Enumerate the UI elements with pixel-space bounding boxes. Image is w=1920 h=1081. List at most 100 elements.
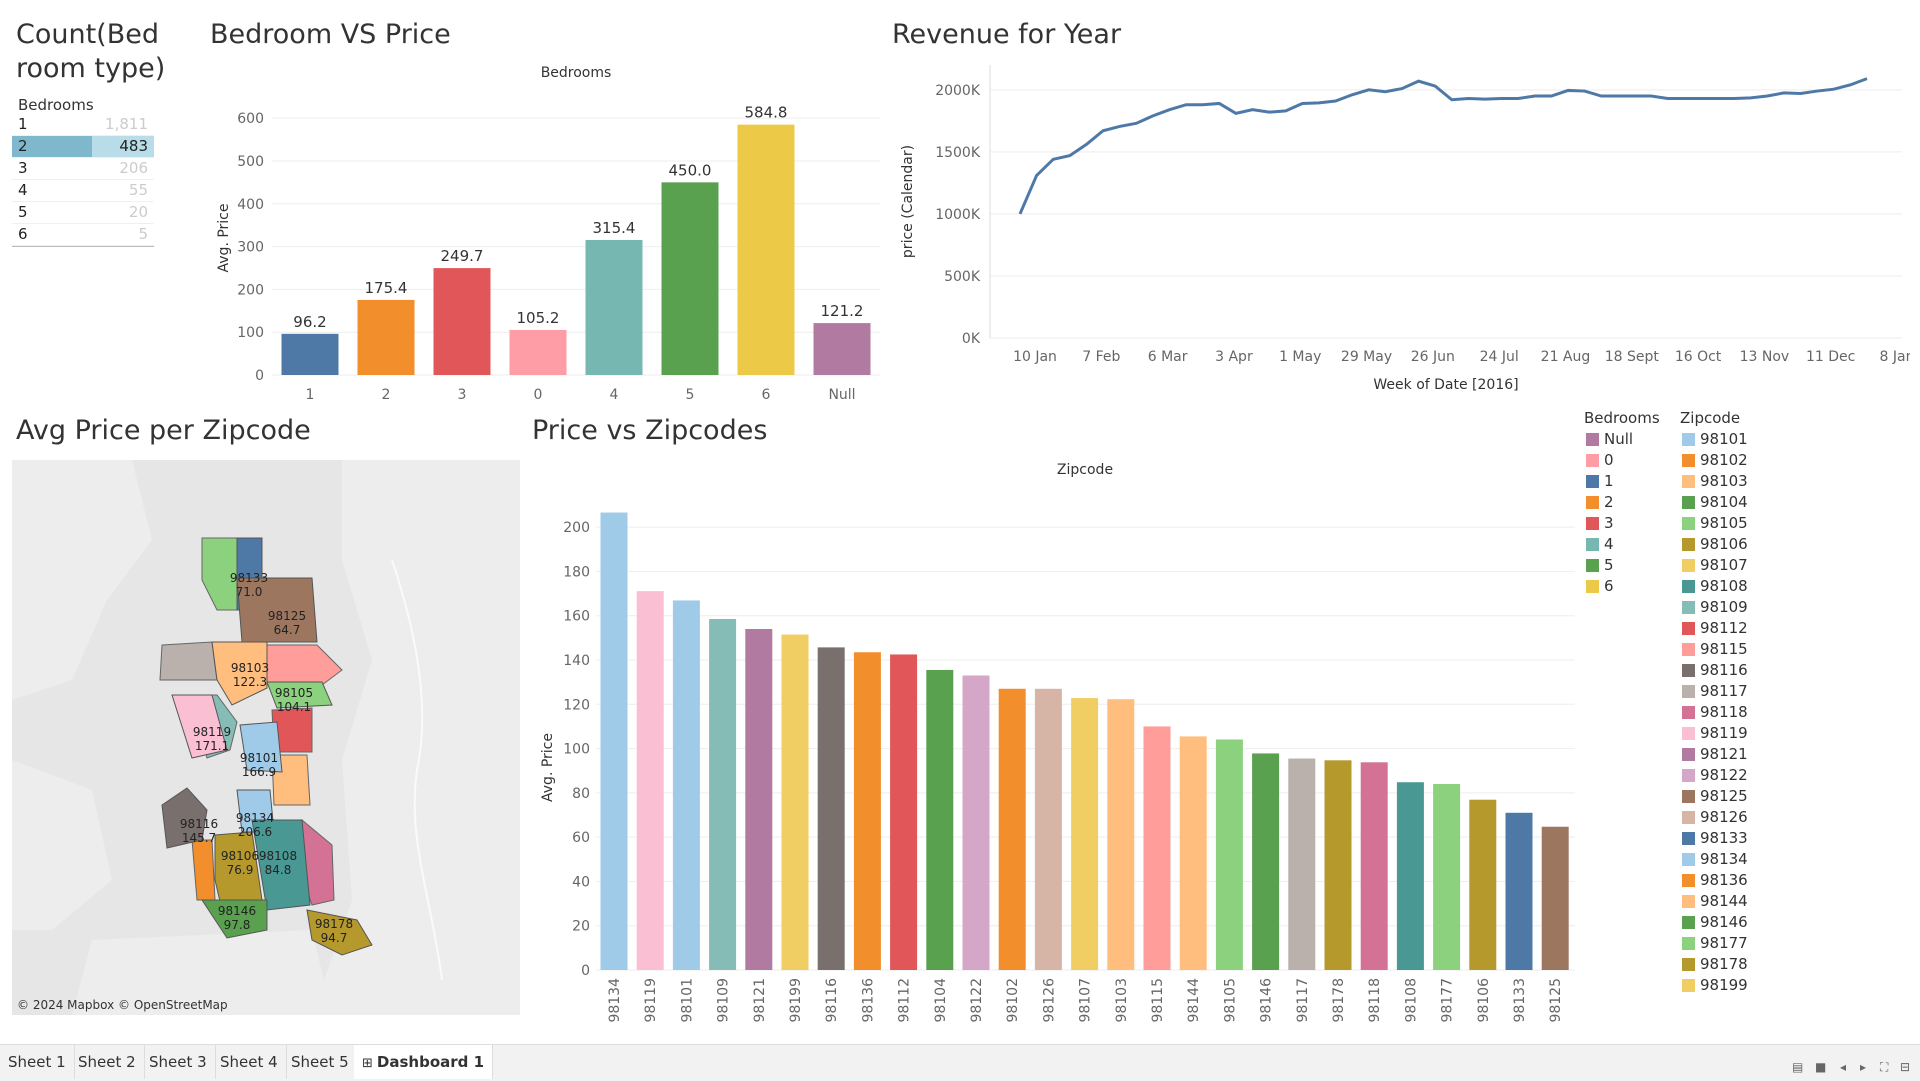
- bedrooms-legend-item[interactable]: 1: [1584, 471, 1660, 492]
- bedrooms-legend-item[interactable]: 3: [1584, 513, 1660, 534]
- count-row-1[interactable]: 1 1,811: [12, 114, 154, 136]
- bedrooms-legend-item[interactable]: 0: [1584, 450, 1660, 471]
- map-region-98103[interactable]: [211, 641, 268, 706]
- zipcode-legend-item[interactable]: 98106: [1680, 534, 1748, 555]
- zipcode-legend-item[interactable]: 98107: [1680, 555, 1748, 576]
- zip-bar-98126[interactable]: [1034, 688, 1062, 970]
- zip-bar-98133[interactable]: [1505, 812, 1533, 970]
- map-region-98116[interactable]: [161, 787, 208, 849]
- zipcode-legend-item[interactable]: 98177: [1680, 933, 1748, 954]
- zip-bar-98101[interactable]: [672, 600, 700, 970]
- zipcode-legend-item[interactable]: 98125: [1680, 786, 1748, 807]
- zipcode-legend-item[interactable]: 98126: [1680, 807, 1748, 828]
- map-region-extra[interactable]: [191, 839, 216, 901]
- map-region-98101[interactable]: [239, 721, 283, 773]
- bedrooms-legend[interactable]: Bedrooms Null 0 1 2 3 4 5 6: [1584, 408, 1660, 597]
- zipcode-legend-item[interactable]: 98109: [1680, 597, 1748, 618]
- zip-bar-98109[interactable]: [709, 619, 737, 970]
- zipcode-legend-item[interactable]: 98133: [1680, 828, 1748, 849]
- tab-dashboard-1[interactable]: ⊞ Dashboard 1: [354, 1045, 494, 1079]
- map-attribution[interactable]: © 2024 Mapbox © OpenStreetMap: [17, 998, 228, 1012]
- zipcode-legend[interactable]: Zipcode 98101 98102 98103 98104 98105 98106 98…: [1680, 408, 1748, 996]
- count-row-2[interactable]: 2 483: [12, 136, 154, 158]
- tab-view-icon[interactable]: ■: [1815, 1060, 1827, 1074]
- zipcode-legend-item[interactable]: 98104: [1680, 492, 1748, 513]
- zipcode-legend-item[interactable]: 98146: [1680, 912, 1748, 933]
- zipcode-legend-item[interactable]: 98105: [1680, 513, 1748, 534]
- zip-bar-98121[interactable]: [745, 629, 773, 970]
- bed-bar-3[interactable]: [433, 268, 491, 375]
- bed-bar-4[interactable]: [585, 239, 643, 375]
- zip-bar-98106[interactable]: [1469, 799, 1497, 970]
- zip-bar-98146[interactable]: [1252, 753, 1280, 970]
- zip-bar-98107[interactable]: [1071, 698, 1099, 970]
- map-region-extra[interactable]: [159, 641, 218, 681]
- tab-sheet-1[interactable]: Sheet 1: [0, 1045, 75, 1079]
- bed-bar-Null[interactable]: [813, 323, 871, 375]
- zip-bar-98104[interactable]: [926, 669, 954, 970]
- zip-bar-98103[interactable]: [1107, 699, 1135, 970]
- zip-bar-98178[interactable]: [1324, 760, 1352, 970]
- zip-bar-98177[interactable]: [1433, 784, 1461, 970]
- zipcode-legend-item[interactable]: 98102: [1680, 450, 1748, 471]
- zip-bar-98117[interactable]: [1288, 758, 1316, 970]
- bed-bar-6[interactable]: [737, 124, 795, 375]
- zipcode-legend-item[interactable]: 98119: [1680, 723, 1748, 744]
- zipcode-legend-item[interactable]: 98117: [1680, 681, 1748, 702]
- zip-bar-98115[interactable]: [1143, 726, 1171, 970]
- map-region-98125[interactable]: [236, 577, 318, 643]
- tab-sheet-3[interactable]: Sheet 3: [141, 1045, 216, 1079]
- bedrooms-legend-item[interactable]: 6: [1584, 576, 1660, 597]
- tab-sheet-4[interactable]: Sheet 4: [212, 1045, 287, 1079]
- zip-bar-98134[interactable]: [600, 512, 628, 970]
- zip-bar-98144[interactable]: [1179, 736, 1207, 970]
- count-row-3[interactable]: 3 206: [12, 158, 154, 180]
- map-region-98178[interactable]: [306, 909, 373, 956]
- zip-bar-98105[interactable]: [1215, 739, 1243, 970]
- zip-bar-98102[interactable]: [998, 688, 1026, 970]
- tab-sheet-5[interactable]: Sheet 5: [283, 1045, 358, 1079]
- zipcode-legend-item[interactable]: 98118: [1680, 702, 1748, 723]
- zip-bar-98108[interactable]: [1396, 782, 1424, 970]
- map-region-98146[interactable]: [201, 899, 268, 939]
- map-region-98105[interactable]: [266, 681, 333, 709]
- zip-bar-98199[interactable]: [781, 634, 809, 970]
- zipcode-legend-item[interactable]: 98144: [1680, 891, 1748, 912]
- zip-bar-98119[interactable]: [636, 591, 664, 970]
- revenue-series-line[interactable]: [1018, 77, 1868, 215]
- scroll-left-icon[interactable]: ◂: [1840, 1060, 1847, 1074]
- scroll-right-icon[interactable]: ▸: [1860, 1060, 1867, 1074]
- bedrooms-legend-item[interactable]: Null: [1584, 429, 1660, 450]
- zip-bar-98116[interactable]: [817, 647, 845, 970]
- bed-bar-5[interactable]: [661, 182, 719, 375]
- zipcode-legend-item[interactable]: 98101: [1680, 429, 1748, 450]
- bed-bar-1[interactable]: [281, 333, 339, 375]
- present-icon[interactable]: ⊟: [1900, 1060, 1911, 1074]
- tab-sheet-2[interactable]: Sheet 2: [70, 1045, 145, 1079]
- zip-bar-98136[interactable]: [853, 652, 881, 970]
- zipcode-legend-item[interactable]: 98112: [1680, 618, 1748, 639]
- zip-bar-98112[interactable]: [890, 654, 918, 970]
- count-row-5[interactable]: 5 20: [12, 202, 154, 224]
- zip-bar-98118[interactable]: [1360, 762, 1388, 970]
- map-region-98119[interactable]: [171, 694, 228, 759]
- zipcode-legend-item[interactable]: 98121: [1680, 744, 1748, 765]
- count-row-4[interactable]: 4 55: [12, 180, 154, 202]
- zipcode-legend-item[interactable]: 98122: [1680, 765, 1748, 786]
- bed-bar-2[interactable]: [357, 299, 415, 375]
- zipcode-legend-item[interactable]: 98134: [1680, 849, 1748, 870]
- zipcode-legend-item[interactable]: 98116: [1680, 660, 1748, 681]
- bed-bar-0[interactable]: [509, 329, 567, 375]
- zipcode-legend-item[interactable]: 98199: [1680, 975, 1748, 996]
- bedrooms-legend-item[interactable]: 4: [1584, 534, 1660, 555]
- zip-bar-98125[interactable]: [1541, 826, 1569, 970]
- bedrooms-legend-item[interactable]: 5: [1584, 555, 1660, 576]
- map-region-extra[interactable]: [261, 644, 343, 686]
- map-region-98108[interactable]: [251, 819, 311, 911]
- zipcode-legend-item[interactable]: 98103: [1680, 471, 1748, 492]
- zipcode-legend-item[interactable]: 98115: [1680, 639, 1748, 660]
- zipcode-legend-item[interactable]: 98178: [1680, 954, 1748, 975]
- filmstrip-view-icon[interactable]: ▤: [1792, 1060, 1804, 1074]
- bedrooms-legend-item[interactable]: 2: [1584, 492, 1660, 513]
